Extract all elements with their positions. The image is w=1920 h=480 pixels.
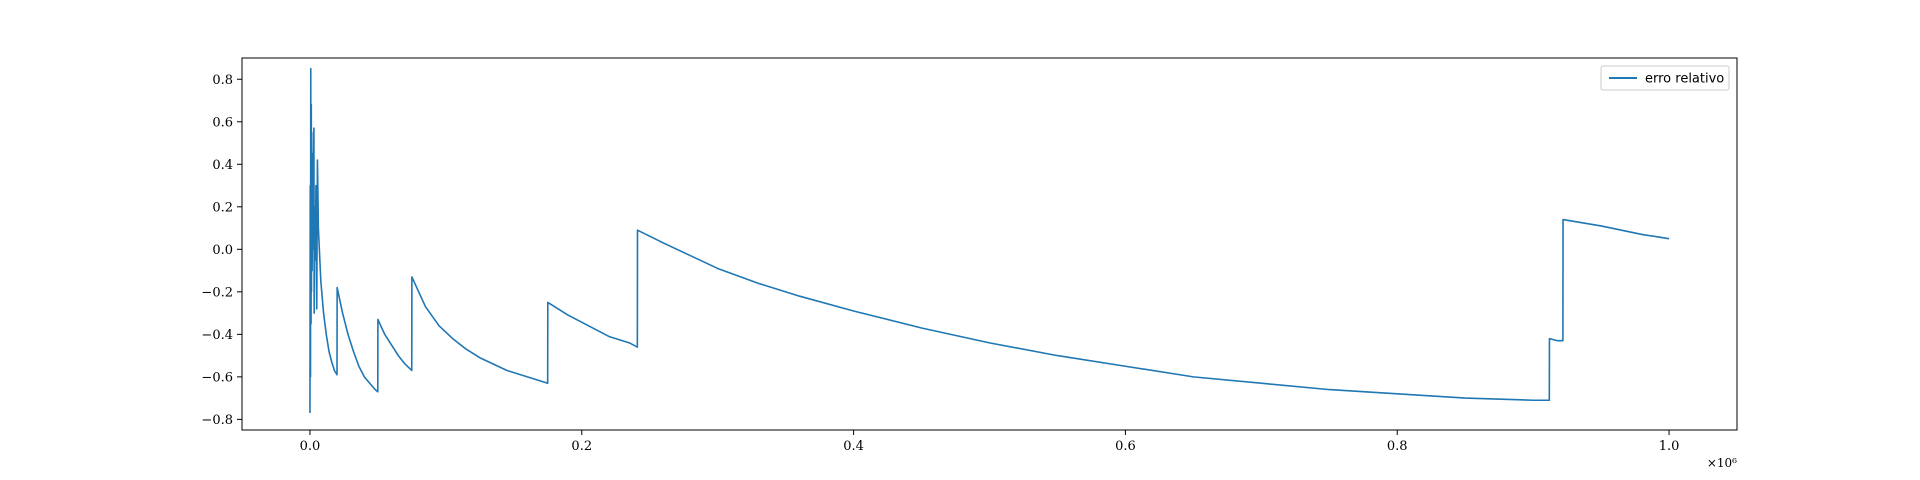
x-tick-label: 0.2 <box>571 439 592 454</box>
x-tick-label: 0.8 <box>1387 439 1408 454</box>
x-tick-label: 0.6 <box>1115 439 1136 454</box>
x-tick-label: 0.4 <box>843 439 864 454</box>
series-line <box>309 67 1670 413</box>
y-tick-label: −0.2 <box>201 285 233 300</box>
x-axis-ticks: 0.0 0.2 0.4 0.6 0.8 1.0 <box>300 430 1680 454</box>
y-tick-label: 0.0 <box>212 243 233 258</box>
y-tick-label: −0.4 <box>201 328 233 343</box>
y-tick-label: 0.6 <box>212 115 233 130</box>
y-tick-label: −0.6 <box>201 370 233 385</box>
legend-box <box>1600 65 1730 91</box>
y-tick-label: 0.8 <box>212 73 233 88</box>
data-layer <box>309 67 1670 413</box>
x-axis-offset-label: ×10⁶ <box>1707 456 1737 470</box>
y-tick-label: 0.4 <box>212 158 233 173</box>
y-axis-ticks: −0.8 −0.6 −0.4 −0.2 0.0 0.2 0.4 0.6 0.8 <box>201 73 242 428</box>
y-tick-label: −0.8 <box>201 413 233 428</box>
x-tick-label: 1.0 <box>1659 439 1680 454</box>
x-tick-label: 0.0 <box>300 439 321 454</box>
legend-label: erro relativo <box>1645 72 1724 87</box>
y-tick-label: 0.2 <box>212 200 233 215</box>
axes-frame <box>241 57 1738 431</box>
legend: erro relativo <box>1600 65 1730 91</box>
